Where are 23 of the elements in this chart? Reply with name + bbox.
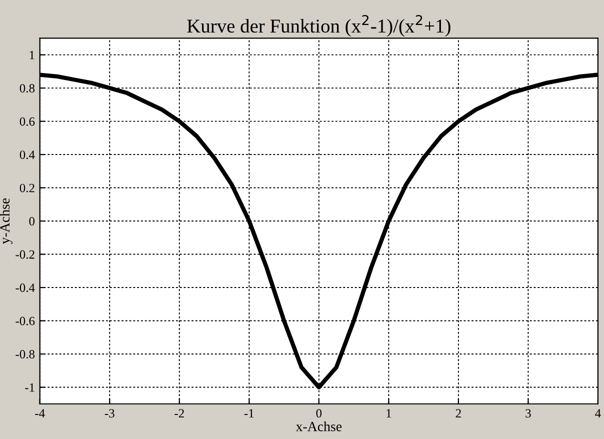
y-tick-label: 0.8 [20,84,35,93]
chart-title: Kurve der Funktion (x$^{2}$-1)/(x$^{2}$+1) [187,14,450,37]
y-tick-label: -0.8 [16,350,35,359]
y-axis-title: y-Achse [0,198,12,244]
y-tick-label: -1 [25,383,34,392]
x-tick-label: 3 [526,409,531,418]
y-tick-label: -0.2 [16,250,34,259]
x-tick-label: -3 [104,409,114,418]
x-tick-label: 0 [316,409,322,418]
y-tick-label: 0.6 [20,117,35,126]
y-tick-label: 0 [29,217,35,226]
y-tick-label: 1 [30,50,34,60]
x-tick-label: -2 [174,409,184,418]
x-tick-label: -4 [35,409,45,418]
x-axis-title: x-Achse [296,421,342,432]
x-tick-label: 2 [456,409,461,418]
x-tick-label: 4 [595,409,601,418]
y-tick-label: 0.2 [20,184,34,192]
y-tick-label: -0.6 [16,316,35,326]
x-tick-label: 1 [386,409,392,418]
y-tick-label: -0.4 [16,284,35,292]
y-tick-label: 0.4 [20,150,35,160]
x-tick-label: -1 [244,409,254,418]
